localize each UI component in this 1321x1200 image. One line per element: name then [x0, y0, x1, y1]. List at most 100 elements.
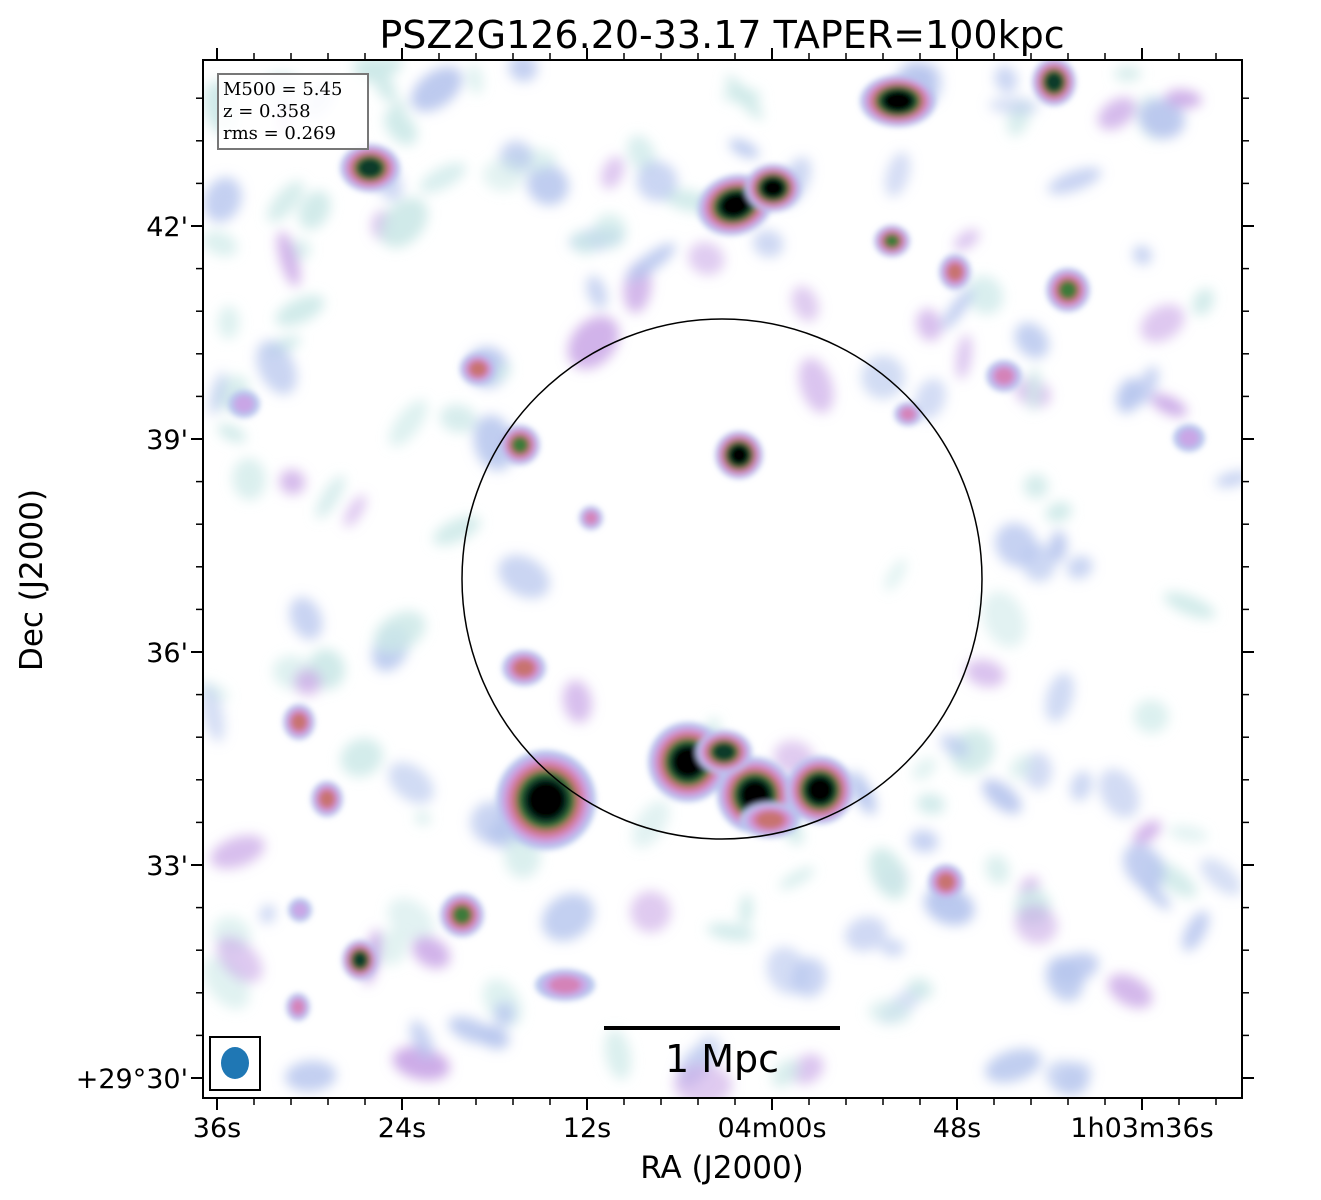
- noise-blob: [673, 1063, 733, 1098]
- y-tick-label: 36': [146, 638, 188, 669]
- noise-blob: [387, 898, 434, 942]
- noise-blob: [791, 285, 819, 322]
- noise-blob: [1182, 910, 1210, 952]
- y-tick-label: 33': [146, 851, 188, 882]
- noise-blob: [982, 779, 1022, 814]
- noise-blob: [985, 1048, 1042, 1083]
- noise-blob: [914, 378, 946, 420]
- plot-frame: [202, 59, 1243, 1099]
- noise-blob: [600, 156, 625, 189]
- noise-blob: [1014, 904, 1058, 945]
- noise-blob: [1049, 530, 1067, 562]
- radio-source: [288, 898, 312, 922]
- noise-blob: [848, 771, 877, 815]
- noise-blob: [1133, 820, 1162, 845]
- noise-blob: [771, 1059, 800, 1088]
- noise-blob: [909, 829, 939, 853]
- noise-blob: [790, 1054, 824, 1085]
- x-tick-label: 04m00s: [717, 1113, 826, 1144]
- noise-blob: [498, 554, 550, 599]
- radio-source: [786, 756, 854, 824]
- noise-blob: [275, 295, 325, 327]
- noise-blob: [1107, 973, 1153, 1009]
- radio-source: [715, 431, 763, 479]
- noise-blob: [373, 611, 426, 654]
- radio-source: [440, 893, 484, 937]
- noise-blob: [1168, 825, 1208, 842]
- noise-blob: [526, 164, 569, 206]
- radio-source: [986, 360, 1022, 392]
- chart-title: PSZ2G126.20-33.17 TAPER=100kpc: [379, 13, 1064, 57]
- radio-source: [460, 353, 496, 385]
- radio-source: [286, 993, 310, 1021]
- radio-source: [228, 390, 260, 418]
- noise-blob: [630, 891, 671, 933]
- radio-source: [535, 969, 595, 1001]
- noise-blob: [1123, 843, 1165, 890]
- noise-blob: [994, 65, 1018, 93]
- noise-blob: [982, 591, 1026, 648]
- noise-blob: [869, 847, 908, 900]
- noise-blob: [752, 229, 784, 258]
- radio-source: [342, 940, 378, 980]
- radio-source: [1173, 424, 1205, 452]
- radio-source: [740, 802, 800, 838]
- noise-blob: [340, 738, 383, 777]
- noise-blob: [210, 835, 265, 869]
- radio-source: [283, 704, 315, 740]
- noise-blob: [604, 1029, 632, 1080]
- noise-blob: [491, 363, 511, 382]
- noise-blob: [256, 340, 297, 395]
- noise-blob: [203, 684, 225, 742]
- noise-blob: [392, 1046, 450, 1081]
- source-layer: [228, 60, 1205, 1021]
- noise-blob: [625, 243, 676, 282]
- noise-blob: [729, 139, 759, 159]
- noise-blob: [1066, 555, 1093, 579]
- noise-blob: [1045, 955, 1084, 1002]
- noise-blob: [1114, 65, 1142, 82]
- noise-blob: [439, 404, 477, 433]
- noise-blob: [571, 230, 596, 255]
- noise-blob: [412, 936, 451, 969]
- noise-blob: [411, 66, 463, 112]
- noise-blob: [267, 180, 304, 223]
- noise-blob: [688, 241, 725, 276]
- noise-blob: [879, 938, 905, 957]
- noise-blob: [985, 854, 1010, 885]
- y-tick-label: +29°30': [76, 1064, 188, 1095]
- noise-blob: [232, 458, 266, 501]
- noise-blob: [217, 305, 240, 340]
- noise-blob: [1116, 378, 1143, 413]
- noise-blob: [965, 659, 1006, 688]
- radio-source: [340, 144, 400, 192]
- noise-blob: [1027, 367, 1041, 412]
- radio-source: [311, 781, 343, 817]
- radio-source: [1046, 268, 1090, 312]
- noise-blob: [868, 999, 912, 1025]
- noise-blob: [1132, 245, 1152, 265]
- radio-source: [579, 506, 603, 530]
- noise-blob: [1133, 699, 1169, 734]
- radio-source: [502, 650, 546, 686]
- noise-blob: [632, 800, 670, 848]
- radio-source: [496, 750, 596, 850]
- noise-blob: [845, 916, 887, 952]
- radio-source: [696, 730, 752, 774]
- y-tick-labels: +29°30' 33' 36' 39' 42': [76, 212, 188, 1095]
- noise-blob: [419, 162, 467, 193]
- noise-blob: [912, 757, 937, 780]
- noise-blob: [636, 161, 678, 202]
- noise-blob: [956, 334, 972, 380]
- noise-blob: [259, 904, 276, 924]
- image-layer: [203, 60, 1242, 1098]
- noise-blob: [279, 469, 306, 495]
- noise-blob: [389, 399, 428, 447]
- noise-blob: [410, 1020, 434, 1059]
- noise-blob: [941, 288, 974, 330]
- noise-blob: [916, 308, 942, 341]
- noise-blob: [988, 97, 1040, 115]
- noise-blob: [884, 151, 911, 198]
- noise-blob: [567, 316, 620, 369]
- noise-blob: [374, 929, 408, 966]
